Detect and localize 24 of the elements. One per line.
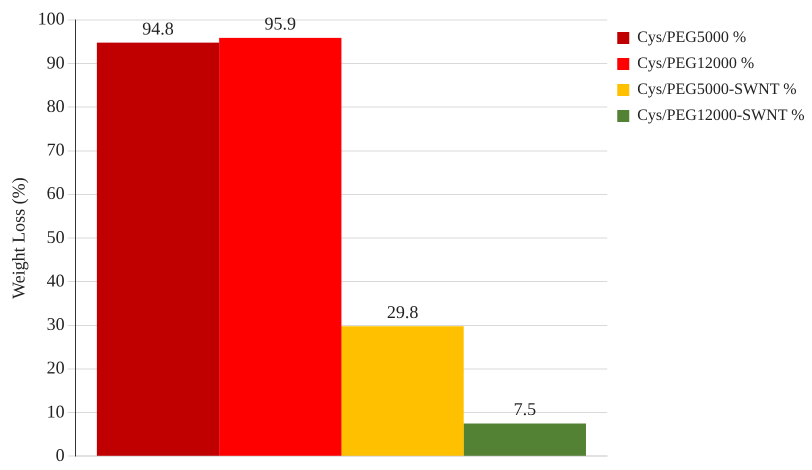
- y-tick-label: 60: [46, 183, 65, 204]
- y-tick-label: 50: [46, 226, 65, 247]
- y-tick-label: 90: [46, 52, 65, 72]
- y-tick-label: 20: [46, 358, 65, 378]
- y-axis-title: Weight Loss (%): [8, 177, 29, 299]
- bar: [96, 42, 220, 456]
- y-tick-label: 70: [46, 140, 65, 160]
- y-tick-label: 100: [38, 8, 65, 29]
- legend-label: Cys/PEG5000 %: [637, 29, 746, 46]
- data-label: 95.9: [264, 14, 296, 34]
- bar: [219, 38, 342, 456]
- y-tick-label: 30: [46, 314, 65, 334]
- y-tick-label: 0: [56, 444, 65, 465]
- y-tick-label: 40: [46, 270, 65, 290]
- legend-label: Cys/PEG12000 %: [637, 55, 754, 72]
- y-tick-label: 10: [46, 401, 65, 422]
- legend-label: Cys/PEG5000-SWNT %: [637, 81, 797, 98]
- bar: [464, 423, 586, 456]
- data-label: 94.8: [142, 18, 174, 38]
- y-tick-label: 80: [46, 96, 65, 116]
- data-label: 7.5: [514, 399, 536, 420]
- legend-label: Cys/PEG12000-SWNT %: [637, 107, 805, 124]
- bar: [341, 326, 464, 456]
- data-label: 29.8: [386, 302, 418, 322]
